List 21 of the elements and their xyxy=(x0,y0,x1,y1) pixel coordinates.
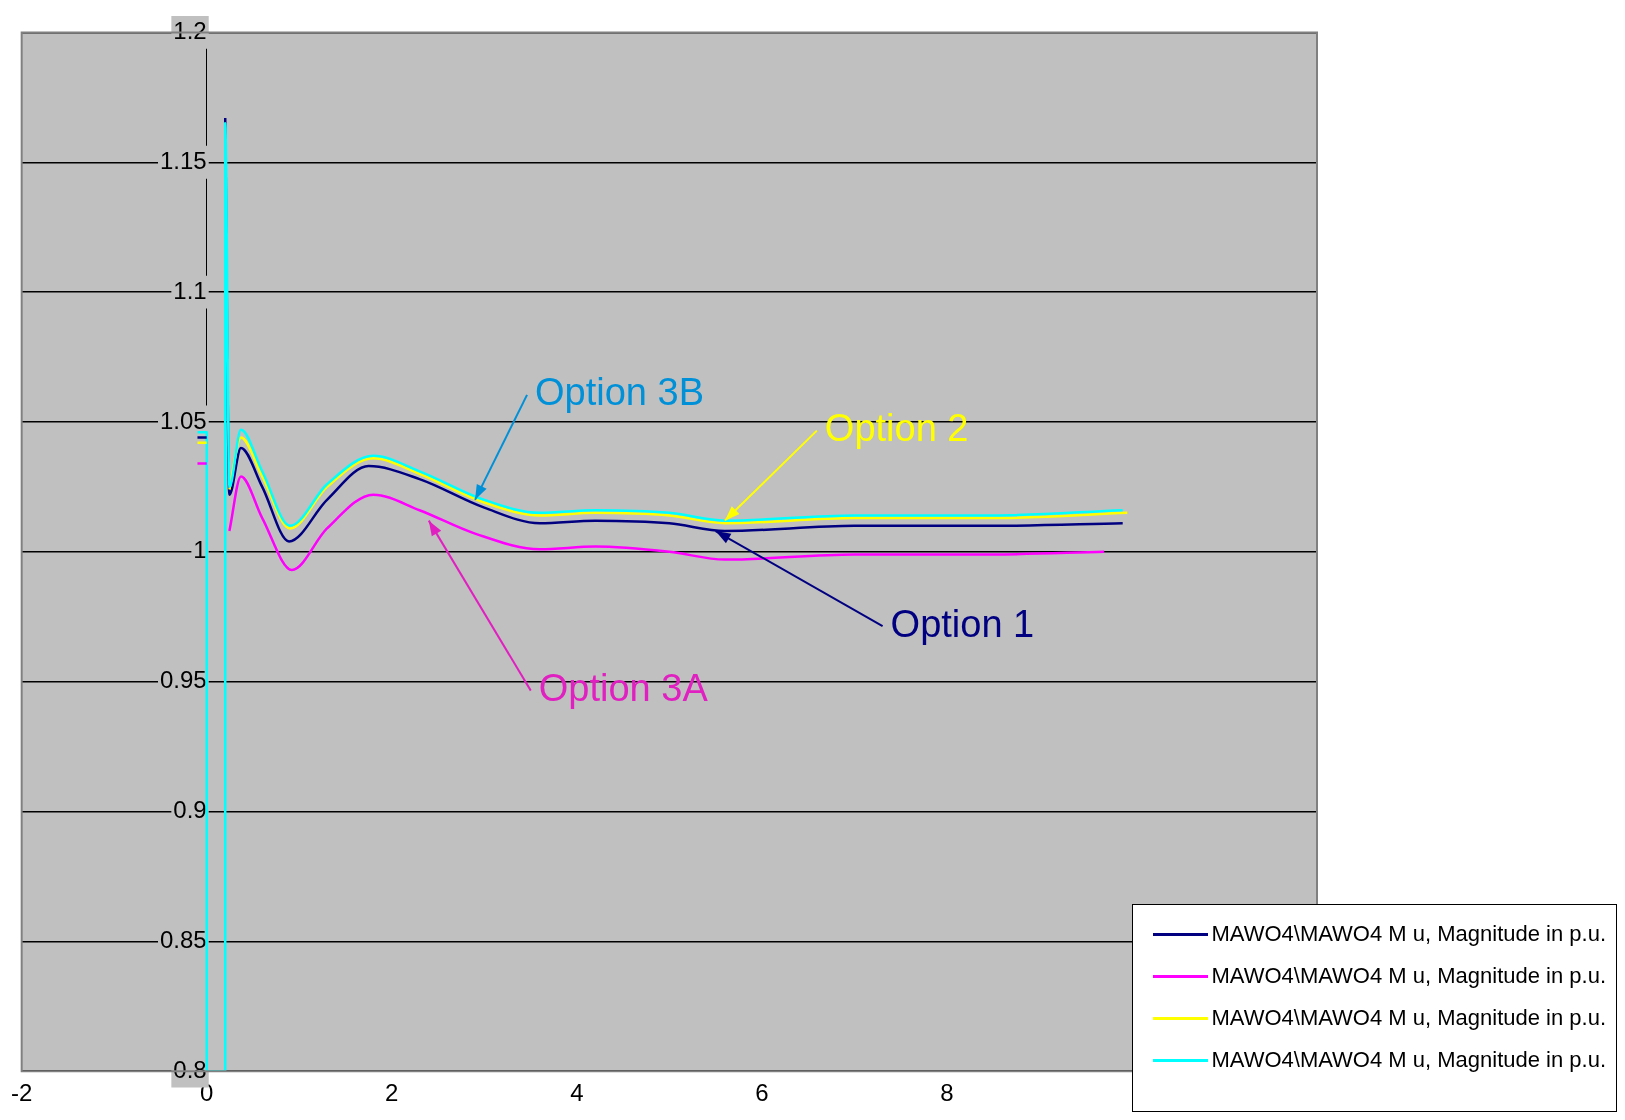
x-tick-label: -2 xyxy=(11,1079,33,1107)
x-tick-label: 6 xyxy=(755,1079,769,1107)
legend-label: MAWO4\MAWO4 M u, Magnitude in p.u. xyxy=(1211,1047,1606,1073)
y-tick-label: 1.05 xyxy=(160,406,207,434)
x-tick-label: 2 xyxy=(385,1079,399,1107)
annotation: Option 1 xyxy=(890,602,1035,645)
y-tick-label: 0.9 xyxy=(173,796,207,824)
y-tick-label: 1 xyxy=(193,536,207,564)
y-tick-label: 0.95 xyxy=(160,666,207,694)
y-tick-label: 1.15 xyxy=(160,146,207,174)
y-tick-label: 0.85 xyxy=(160,925,207,953)
legend-label: MAWO4\MAWO4 M u, Magnitude in p.u. xyxy=(1211,963,1606,989)
legend-label: MAWO4\MAWO4 M u, Magnitude in p.u. xyxy=(1211,1005,1606,1031)
annotation: Option 3B xyxy=(535,371,705,414)
x-tick-label: 4 xyxy=(570,1079,584,1107)
y-tick-label: 1.2 xyxy=(173,17,207,45)
x-tick-label: 8 xyxy=(940,1079,954,1107)
y-tick-label: 1.1 xyxy=(173,276,207,304)
legend-label: MAWO4\MAWO4 M u, Magnitude in p.u. xyxy=(1211,921,1606,947)
line-series xyxy=(228,475,1106,572)
y-tick-label: 0.8 xyxy=(173,1055,207,1083)
